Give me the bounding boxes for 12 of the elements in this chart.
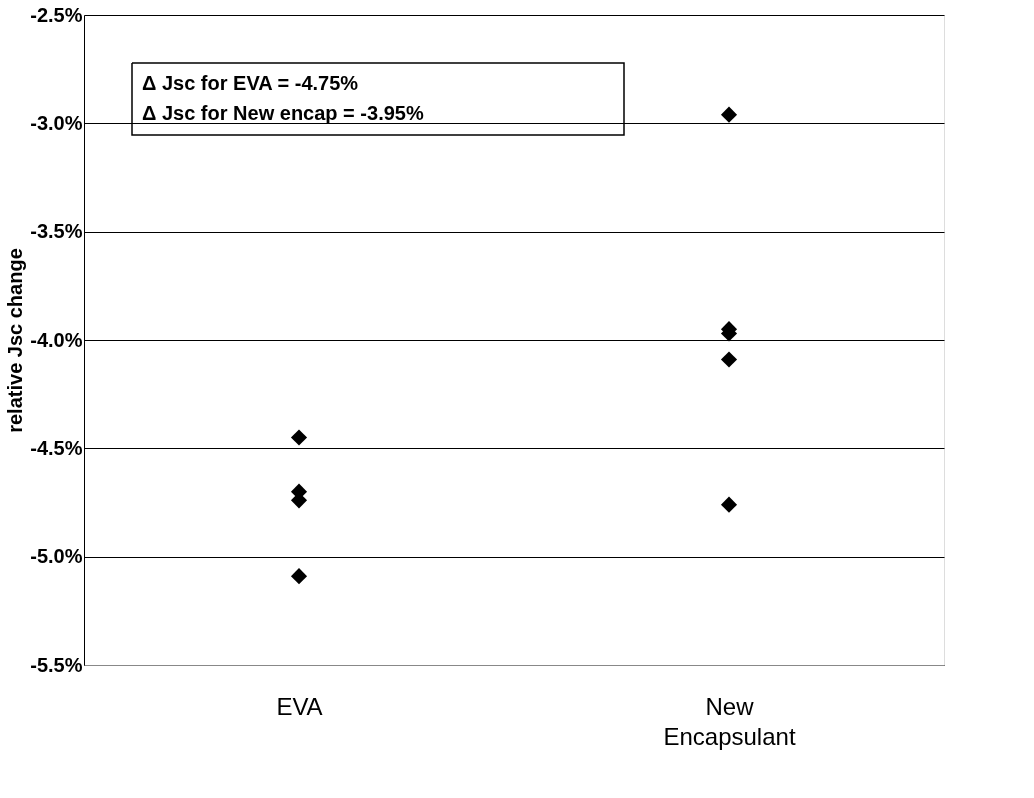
y-tick-label: -5.0% [30, 545, 83, 568]
x-tick-label: EVA [276, 692, 323, 720]
y-tick-label: -4.5% [30, 436, 83, 459]
y-tick-label: -3.5% [30, 220, 83, 243]
annotation: Δ Jsc for EVA = -4.75% [142, 72, 359, 94]
y-tick-label: -5.5% [30, 653, 83, 676]
y-tick-label: -4.0% [30, 328, 83, 351]
y-axis-title: relative Jsc change [4, 248, 27, 433]
y-tick-label: -2.5% [30, 3, 83, 26]
x-tick-label: New Encapsulant [663, 692, 796, 750]
y-tick-label: -3.0% [30, 111, 83, 134]
annotation: Δ Jsc for New encap = -3.95% [142, 102, 424, 124]
